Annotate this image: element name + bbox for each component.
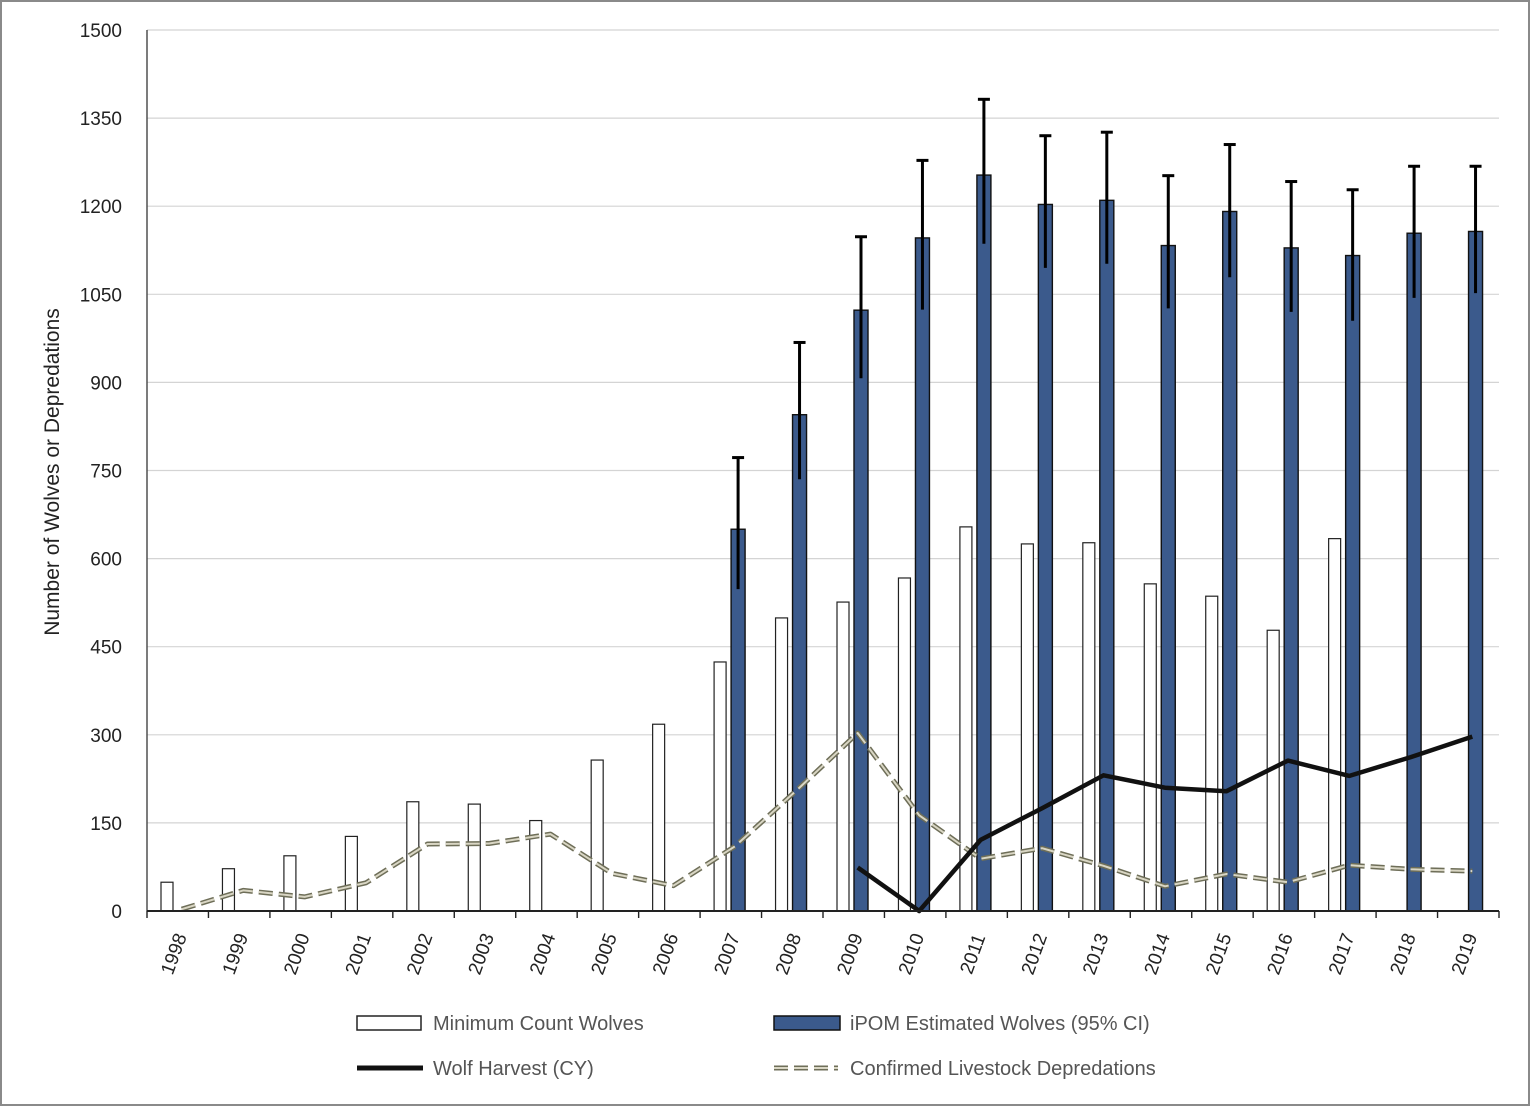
bar-minimum-count — [1205, 595, 1219, 912]
y-axis-ticks: 0 150 300 450 600 750 900 1050 1200 1350 1500 — [80, 21, 122, 923]
bar-minimum-count — [774, 617, 789, 912]
y-tick-label: 0 — [111, 902, 122, 923]
x-tick-label: 2016 — [1264, 931, 1298, 978]
y-tick-label: 900 — [90, 373, 122, 394]
x-tick-label: 2000 — [280, 931, 314, 978]
bar-ipom-estimated — [976, 174, 992, 912]
x-tick-label: 2017 — [1325, 931, 1359, 978]
x-tick-label: 2005 — [588, 931, 622, 978]
x-tick-label: 2007 — [711, 931, 745, 978]
bar-minimum-count — [283, 855, 297, 912]
y-tick-label: 150 — [90, 814, 122, 835]
legend-label: Minimum Count Wolves — [433, 1013, 644, 1035]
legend-label: iPOM Estimated Wolves (95% CI) — [850, 1013, 1150, 1035]
series-lines — [180, 730, 1474, 914]
x-tick-label: 2014 — [1141, 930, 1175, 977]
y-tick-label: 1050 — [80, 285, 122, 306]
y-tick-label: 750 — [90, 462, 122, 483]
legend: Minimum Count Wolves iPOM Estimated Wolve… — [356, 1013, 1156, 1080]
x-tick-label: 1998 — [157, 931, 191, 978]
bar-ipom-estimated — [1467, 230, 1484, 912]
bar-ipom-estimated — [791, 414, 808, 912]
x-tick-label: 1999 — [219, 931, 253, 978]
bar-ipom-estimated — [1160, 244, 1176, 912]
bar-minimum-count — [1020, 543, 1034, 912]
legend-swatch-ipom — [773, 1015, 841, 1031]
y-tick-label: 300 — [90, 726, 122, 747]
legend-label: Wolf Harvest (CY) — [433, 1058, 594, 1080]
x-tick-label: 2008 — [772, 931, 806, 978]
bar-minimum-count — [713, 661, 727, 912]
y-tick-label: 1500 — [80, 21, 122, 42]
legend-item: Confirmed Livestock Depredations — [774, 1058, 1156, 1080]
bar-minimum-count — [897, 577, 912, 912]
x-tick-label: 2002 — [403, 931, 437, 978]
legend-swatch-minimum-count — [356, 1015, 422, 1031]
x-tick-label: 2010 — [895, 931, 929, 978]
bar-minimum-count — [406, 801, 420, 912]
legend-item: Minimum Count Wolves — [356, 1013, 644, 1035]
x-tick-label: 2001 — [342, 931, 376, 978]
axes — [146, 30, 1500, 918]
x-tick-label: 2013 — [1079, 931, 1113, 978]
bars — [160, 97, 1484, 912]
bar-minimum-count — [467, 803, 481, 912]
bar-ipom-estimated — [1222, 210, 1238, 912]
y-tick-label: 600 — [90, 550, 122, 571]
legend-label: Confirmed Livestock Depredations — [850, 1058, 1156, 1080]
gridlines — [147, 29, 1499, 824]
x-tick-label: 2011 — [957, 931, 991, 977]
bar-ipom-estimated — [1344, 254, 1361, 912]
bar-ipom-estimated — [1099, 199, 1115, 912]
x-axis-ticks: 1998 1999 2000 2001 2002 2003 2004 2005 2006 2007… — [157, 930, 1482, 977]
bar-minimum-count — [1143, 583, 1157, 912]
bar-minimum-count — [836, 601, 850, 912]
y-tick-label: 1350 — [80, 109, 122, 130]
line-wolf-harvest — [856, 734, 1474, 914]
bar-ipom-estimated — [853, 309, 869, 912]
line-depredations — [181, 732, 1473, 911]
x-tick-label: 2018 — [1387, 931, 1421, 978]
bar-minimum-count — [590, 759, 604, 912]
x-tick-label: 2004 — [526, 930, 560, 977]
bar-minimum-count — [344, 835, 358, 912]
x-tick-label: 2006 — [649, 931, 683, 978]
bar-minimum-count — [1328, 538, 1342, 912]
x-tick-label: 2003 — [465, 931, 499, 978]
bar-ipom-estimated — [1283, 247, 1299, 912]
bar-ipom-estimated — [914, 237, 931, 912]
bar-minimum-count — [1082, 542, 1096, 912]
legend-item: iPOM Estimated Wolves (95% CI) — [773, 1013, 1150, 1035]
y-axis-title: Number of Wolves or Depredations — [41, 308, 64, 636]
legend-item: Wolf Harvest (CY) — [357, 1058, 594, 1080]
bar-minimum-count — [221, 868, 236, 912]
y-tick-label: 1200 — [80, 197, 122, 218]
y-tick-label: 450 — [90, 638, 122, 659]
x-tick-label: 2015 — [1202, 931, 1236, 978]
x-tick-label: 2019 — [1448, 931, 1482, 978]
bar-minimum-count — [160, 881, 174, 912]
x-tick-label: 2009 — [833, 931, 867, 978]
x-tick-label: 2012 — [1018, 931, 1052, 978]
bar-ipom-estimated — [1406, 232, 1422, 912]
